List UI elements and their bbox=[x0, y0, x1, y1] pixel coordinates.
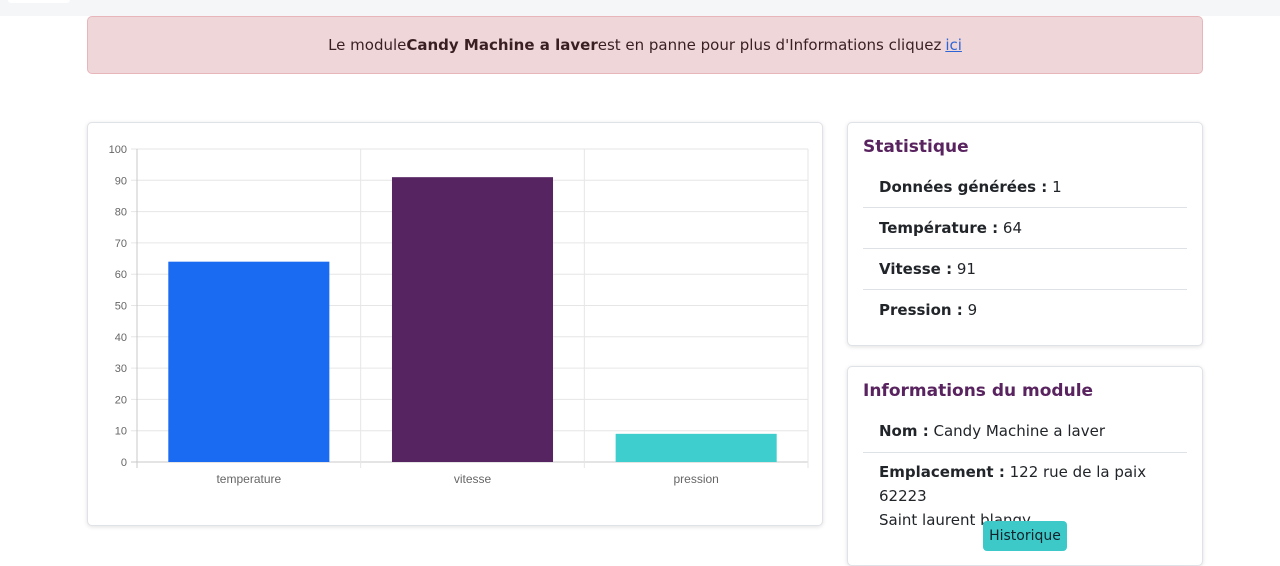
stat-row-temperature: Température : 64 bbox=[863, 216, 1187, 249]
alert-prefix: Le module bbox=[328, 36, 407, 54]
history-button[interactable]: Historique bbox=[983, 521, 1067, 551]
statistics-card: Statistique Données générées : 1 Tempéra… bbox=[847, 122, 1203, 346]
y-tick-label: 90 bbox=[115, 175, 127, 187]
stat-label: Vitesse : bbox=[879, 260, 953, 278]
alert-suffix: est en panne pour plus d'Informations cl… bbox=[597, 36, 942, 54]
stat-row-pressure: Pression : 9 bbox=[863, 298, 1187, 331]
y-tick-label: 10 bbox=[115, 426, 127, 438]
navbar-brand-fragment bbox=[8, 0, 70, 3]
y-tick-label: 30 bbox=[115, 363, 127, 375]
alert-info-link[interactable]: ici bbox=[945, 36, 962, 54]
y-tick-label: 50 bbox=[115, 301, 127, 313]
y-tick-label: 40 bbox=[115, 332, 127, 344]
stat-row-generated: Données générées : 1 bbox=[863, 175, 1187, 208]
stat-value: 91 bbox=[956, 260, 976, 278]
y-tick-label: 60 bbox=[115, 269, 127, 281]
module-info-card: Informations du module Nom : Candy Machi… bbox=[847, 366, 1203, 566]
module-name-row: Nom : Candy Machine a laver bbox=[863, 419, 1187, 453]
module-info-title: Informations du module bbox=[863, 381, 1094, 401]
stat-value: 1 bbox=[1052, 178, 1062, 196]
x-tick-label: temperature bbox=[216, 472, 281, 486]
module-name-label: Nom : bbox=[879, 422, 929, 440]
alert-module-name: Candy Machine a laver bbox=[406, 36, 598, 54]
module-name-value: Candy Machine a laver bbox=[933, 422, 1106, 440]
bar-vitesse bbox=[391, 177, 554, 463]
stat-value: 64 bbox=[1002, 219, 1022, 237]
y-tick-label: 70 bbox=[115, 238, 127, 250]
chart-card: 0 10 20 30 40 50 60 70 80 90 100 temperature vitesse… bbox=[87, 122, 823, 526]
stat-label: Température : bbox=[879, 219, 999, 237]
bar-pression bbox=[615, 433, 777, 462]
bar-temperature bbox=[168, 261, 330, 462]
stat-label: Pression : bbox=[879, 301, 963, 319]
stat-value: 9 bbox=[967, 301, 978, 319]
x-tick-label: vitesse bbox=[454, 472, 492, 486]
x-tick-label: pression bbox=[673, 472, 718, 486]
y-tick-label: 80 bbox=[115, 207, 127, 219]
module-location-row: Emplacement : 122 rue de la paix 62223 S… bbox=[863, 460, 1187, 529]
module-location-line1: 122 rue de la paix 62223 bbox=[879, 463, 1147, 505]
bar-chart: 0 10 20 30 40 50 60 70 80 90 100 temperature vitesse… bbox=[109, 144, 809, 486]
statistics-title: Statistique bbox=[863, 137, 969, 157]
failure-alert: Le module Candy Machine a laver est en p… bbox=[87, 16, 1203, 74]
stat-row-speed: Vitesse : 91 bbox=[863, 257, 1187, 290]
y-tick-label: 0 bbox=[121, 457, 127, 469]
top-navbar bbox=[0, 0, 1280, 16]
y-tick-label: 20 bbox=[115, 394, 127, 406]
module-location-label: Emplacement : bbox=[879, 463, 1005, 481]
y-tick-label: 100 bbox=[109, 144, 127, 156]
stat-label: Données générées : bbox=[879, 178, 1048, 196]
